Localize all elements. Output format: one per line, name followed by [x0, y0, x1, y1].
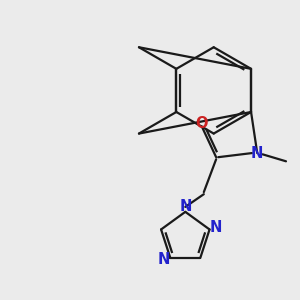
Text: O: O — [196, 116, 208, 130]
Text: N: N — [158, 252, 170, 267]
Text: N: N — [251, 146, 263, 160]
Text: N: N — [179, 199, 191, 214]
Text: N: N — [210, 220, 222, 235]
